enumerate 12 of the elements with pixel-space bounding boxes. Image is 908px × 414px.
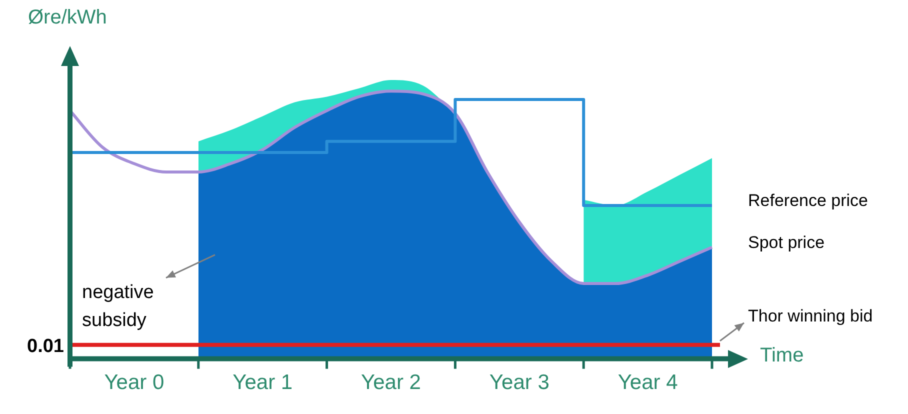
text: Reference price <box>748 191 868 210</box>
ref-line-label: Thor winning bid <box>748 306 873 326</box>
x-tick-label: Year 2 <box>361 371 421 394</box>
x-tick-label: Year 3 <box>489 371 550 394</box>
x-tick-label: Year 1 <box>232 371 293 394</box>
text: 0.01 <box>27 336 64 358</box>
x-axis-title: Time <box>760 344 804 366</box>
x-tick-label: Year 4 <box>618 371 678 394</box>
annotation: negative subsidy <box>82 282 154 332</box>
y-axis-title: Øre/kWh <box>28 6 107 29</box>
x-tick-label: Year 0 <box>104 371 164 394</box>
text: Spot price <box>748 232 825 252</box>
